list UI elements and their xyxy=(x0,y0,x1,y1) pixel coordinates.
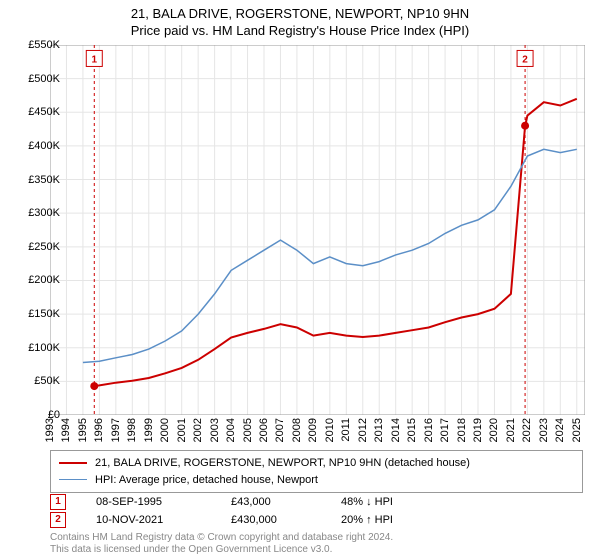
x-tick-label: 2011 xyxy=(340,418,352,442)
x-tick-label: 2017 xyxy=(439,418,451,442)
data-row: 2 10-NOV-2021 £430,000 20% ↑ HPI xyxy=(50,512,441,528)
marker-badge-2: 2 xyxy=(50,512,66,528)
x-tick-label: 1995 xyxy=(77,418,89,442)
data-row: 1 08-SEP-1995 £43,000 48% ↓ HPI xyxy=(50,494,441,510)
x-tick-label: 2010 xyxy=(324,418,336,442)
data-date: 08-SEP-1995 xyxy=(96,496,201,508)
x-tick-label: 2024 xyxy=(554,418,566,442)
chart-svg: 12 xyxy=(50,45,585,415)
x-tick-label: 2000 xyxy=(159,418,171,442)
legend-box: 21, BALA DRIVE, ROGERSTONE, NEWPORT, NP1… xyxy=(50,450,583,493)
y-tick-label: £550K xyxy=(28,39,60,51)
data-pct: 20% ↑ HPI xyxy=(341,514,441,526)
x-tick-label: 1993 xyxy=(44,418,56,442)
y-tick-label: £450K xyxy=(28,106,60,118)
y-tick-label: £300K xyxy=(28,207,60,219)
x-tick-label: 2006 xyxy=(258,418,270,442)
svg-text:2: 2 xyxy=(522,54,528,65)
x-tick-label: 2002 xyxy=(192,418,204,442)
y-tick-label: £50K xyxy=(34,375,60,387)
x-tick-label: 2008 xyxy=(291,418,303,442)
y-tick-label: £150K xyxy=(28,308,60,320)
x-tick-label: 1998 xyxy=(126,418,138,442)
y-tick-label: £250K xyxy=(28,241,60,253)
x-tick-label: 2020 xyxy=(488,418,500,442)
data-pct: 48% ↓ HPI xyxy=(341,496,441,508)
legend-label: 21, BALA DRIVE, ROGERSTONE, NEWPORT, NP1… xyxy=(95,455,470,472)
data-date: 10-NOV-2021 xyxy=(96,514,201,526)
x-tick-label: 2018 xyxy=(456,418,468,442)
x-tick-label: 2019 xyxy=(472,418,484,442)
x-tick-label: 2004 xyxy=(225,418,237,442)
chart-title: 21, BALA DRIVE, ROGERSTONE, NEWPORT, NP1… xyxy=(0,0,600,40)
x-tick-label: 2022 xyxy=(521,418,533,442)
x-tick-label: 2014 xyxy=(390,418,402,442)
title-line2: Price paid vs. HM Land Registry's House … xyxy=(0,23,600,40)
x-tick-label: 2005 xyxy=(242,418,254,442)
x-tick-label: 1994 xyxy=(60,418,72,442)
y-tick-label: £200K xyxy=(28,274,60,286)
footer-line1: Contains HM Land Registry data © Crown c… xyxy=(50,532,393,544)
x-tick-label: 2003 xyxy=(209,418,221,442)
y-tick-label: £350K xyxy=(28,174,60,186)
footer-text: Contains HM Land Registry data © Crown c… xyxy=(50,532,393,556)
svg-text:1: 1 xyxy=(92,54,98,65)
x-tick-label: 2016 xyxy=(423,418,435,442)
x-tick-label: 1997 xyxy=(110,418,122,442)
data-price: £430,000 xyxy=(231,514,311,526)
x-tick-label: 1999 xyxy=(143,418,155,442)
x-tick-label: 2012 xyxy=(357,418,369,442)
legend-swatch-blue xyxy=(59,479,87,480)
footer-line2: This data is licensed under the Open Gov… xyxy=(50,544,393,556)
data-price: £43,000 xyxy=(231,496,311,508)
x-tick-label: 2023 xyxy=(538,418,550,442)
y-tick-label: £100K xyxy=(28,342,60,354)
legend-label: HPI: Average price, detached house, Newp… xyxy=(95,472,318,489)
data-point-rows: 1 08-SEP-1995 £43,000 48% ↓ HPI 2 10-NOV… xyxy=(50,494,441,530)
x-tick-label: 1996 xyxy=(93,418,105,442)
x-tick-label: 2025 xyxy=(571,418,583,442)
x-tick-label: 2013 xyxy=(373,418,385,442)
x-tick-label: 2001 xyxy=(176,418,188,442)
chart-container: 21, BALA DRIVE, ROGERSTONE, NEWPORT, NP1… xyxy=(0,0,600,560)
x-tick-label: 2021 xyxy=(505,418,517,442)
x-tick-label: 2007 xyxy=(274,418,286,442)
legend-row: 21, BALA DRIVE, ROGERSTONE, NEWPORT, NP1… xyxy=(59,455,574,472)
x-tick-label: 2009 xyxy=(307,418,319,442)
legend-row: HPI: Average price, detached house, Newp… xyxy=(59,472,574,489)
y-tick-label: £400K xyxy=(28,140,60,152)
title-line1: 21, BALA DRIVE, ROGERSTONE, NEWPORT, NP1… xyxy=(0,6,600,23)
legend-swatch-red xyxy=(59,462,87,464)
x-tick-label: 2015 xyxy=(406,418,418,442)
marker-badge-1: 1 xyxy=(50,494,66,510)
y-tick-label: £500K xyxy=(28,73,60,85)
